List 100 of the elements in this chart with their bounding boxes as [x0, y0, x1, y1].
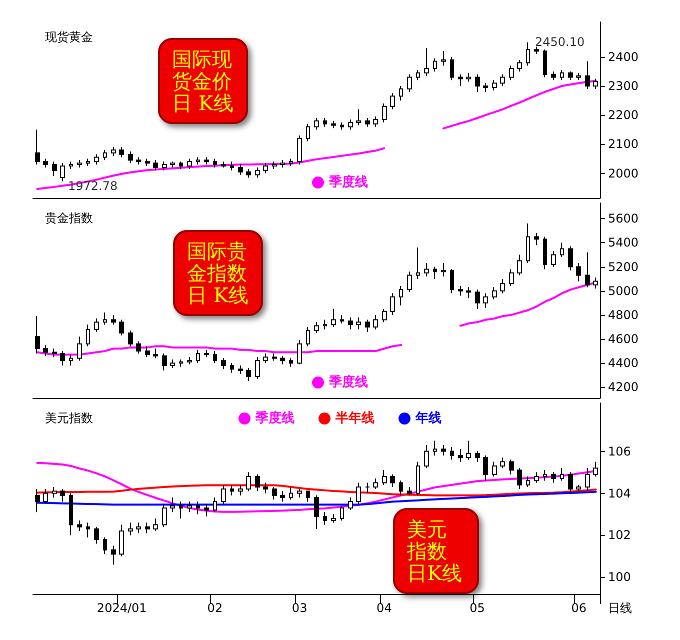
candlestick: [238, 164, 243, 176]
candlestick: [153, 348, 158, 359]
candlestick: [289, 158, 293, 166]
candlestick: [475, 450, 480, 462]
candlestick: [153, 518, 158, 532]
y-tick-label: 5600: [608, 212, 639, 226]
candlestick: [576, 72, 581, 81]
candlestick: [551, 250, 556, 268]
text: 美元指数: [45, 411, 93, 425]
x-tick-label: 02: [207, 601, 223, 615]
candlestick: [280, 490, 285, 502]
candlestick: [43, 158, 48, 168]
annotation: 国际现货金价日 K线: [172, 47, 234, 115]
candlestick: [297, 134, 302, 166]
candlestick: [213, 496, 217, 513]
candlestick: [196, 501, 200, 515]
candlestick: [450, 268, 454, 294]
candlestick: [331, 308, 336, 328]
candlestick: [475, 289, 480, 310]
candlestick: [196, 349, 200, 364]
candlestick: [94, 526, 99, 544]
candlestick: [593, 461, 598, 477]
y-tick-label: 2200: [608, 108, 639, 122]
candlestick: [179, 358, 183, 368]
candlestick: [517, 254, 522, 276]
candlestick: [517, 59, 522, 72]
candlestick: [340, 505, 344, 522]
candlestick: [272, 486, 277, 500]
candlestick: [246, 367, 251, 382]
candlestick: [399, 286, 403, 306]
legend-label: 年线: [414, 411, 442, 426]
candlestick: [128, 330, 133, 347]
candlestick: [416, 70, 420, 81]
candlestick: [509, 459, 514, 475]
candlestick: [534, 46, 539, 54]
candlestick: [543, 470, 547, 482]
candlestick: [356, 316, 361, 330]
candlestick: [77, 520, 82, 532]
candlestick: [526, 222, 530, 264]
candlestick: [560, 70, 564, 81]
candlestick: [331, 120, 336, 129]
candlestick: [356, 108, 361, 126]
candlestick: [314, 118, 319, 130]
y-tick-label: 4800: [608, 308, 639, 322]
candlestick: [466, 286, 471, 299]
y-tick-label: 104: [608, 486, 631, 500]
candlestick: [407, 486, 412, 496]
candlestick: [526, 476, 530, 488]
candlestick: [399, 480, 403, 496]
y-tick-label: 106: [608, 444, 631, 458]
annotation: 美元指数日K线: [406, 517, 462, 585]
candlestick: [475, 74, 480, 92]
candlestick: [331, 514, 336, 524]
candlestick: [153, 160, 158, 171]
candlestick: [86, 522, 90, 538]
candlestick: [483, 454, 488, 482]
candlestick: [492, 80, 497, 91]
candlestick: [136, 340, 141, 354]
candlestick: [69, 161, 73, 170]
candlestick: [323, 319, 327, 330]
candlestick: [382, 308, 387, 323]
candlestick: [52, 486, 57, 498]
annotation: 国际贵金指数日 K线: [187, 239, 248, 307]
candlestick: [43, 488, 48, 504]
candlestick: [52, 161, 57, 177]
candlestick: [60, 162, 65, 182]
candlestick: [238, 484, 243, 496]
candlestick: [280, 160, 285, 168]
candlestick: [509, 268, 514, 287]
candlestick: [543, 49, 547, 78]
candlestick: [111, 314, 116, 326]
annotation: 2450.10: [535, 35, 585, 49]
candlestick: [390, 474, 395, 488]
candlestick: [560, 468, 564, 482]
candlestick: [187, 356, 192, 365]
candlestick: [416, 247, 420, 280]
candlestick: [365, 482, 370, 494]
candlestick: [94, 154, 99, 166]
candlestick: [230, 362, 234, 374]
text: 现货黄金: [45, 30, 93, 44]
candlestick: [272, 161, 277, 170]
candlestick: [77, 336, 82, 362]
candlestick: [424, 48, 429, 76]
candlestick: [272, 352, 277, 362]
legend-label: 季度线: [328, 374, 368, 390]
candlestick: [382, 470, 387, 486]
y-tick-label: 102: [608, 528, 631, 542]
candlestick: [500, 74, 505, 86]
candlestick: [60, 350, 65, 366]
candlestick: [289, 486, 293, 500]
x-axis-title: 日线: [608, 601, 632, 615]
candlestick: [348, 316, 353, 330]
candlestick: [103, 312, 107, 326]
candlestick: [145, 522, 150, 534]
y-tick-label: 4200: [608, 380, 639, 394]
candlestick: [263, 352, 268, 364]
candlestick: [179, 161, 183, 170]
y-tick-label: 4600: [608, 332, 639, 346]
candlestick: [145, 346, 150, 358]
candlestick: [86, 158, 90, 166]
